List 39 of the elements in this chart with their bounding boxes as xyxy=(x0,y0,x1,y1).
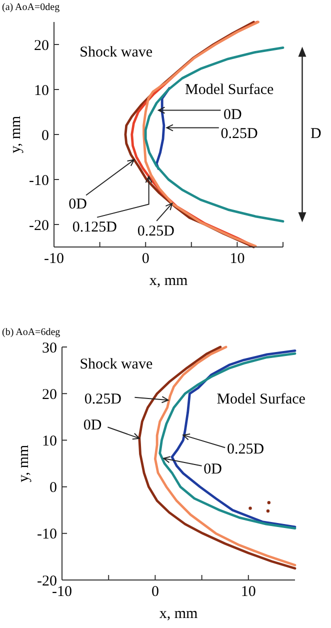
y-tick-label: -10 xyxy=(37,526,57,543)
x-tick-label: 10 xyxy=(230,251,245,267)
y-tick-label: 20 xyxy=(42,386,57,403)
x-axis-title: x, mm xyxy=(149,273,188,289)
chart-title: (b) AoA=6deg xyxy=(2,327,60,338)
annotation: Model Surface xyxy=(216,391,306,408)
x-tick-label: 0 xyxy=(142,251,150,267)
point xyxy=(266,509,270,513)
annotation: Model Surface xyxy=(184,82,274,98)
text: D xyxy=(310,126,322,142)
annotation: 0.25D xyxy=(220,126,258,142)
annotation: 0.25D xyxy=(226,442,264,458)
y-tick-label: -20 xyxy=(37,573,57,590)
point xyxy=(248,506,252,510)
y-tick-label: -20 xyxy=(29,218,49,234)
annotation: 0.25D xyxy=(84,391,122,408)
x-tick-label: 0 xyxy=(151,584,159,600)
annotation: 0.125D xyxy=(72,220,118,236)
x-tick-label: 10 xyxy=(240,584,256,600)
line-series xyxy=(155,86,171,170)
y-tick-label: 20 xyxy=(34,38,49,54)
point xyxy=(267,501,271,504)
annotation: 0D xyxy=(223,107,242,124)
annotation: 0D xyxy=(204,461,222,478)
annotation: 0D xyxy=(83,417,102,434)
y-tick-label: 10 xyxy=(42,433,57,450)
y-tick-label: 30 xyxy=(42,340,57,356)
y-tick-label: 10 xyxy=(34,82,49,99)
y-axis-title: y, mm xyxy=(16,444,32,482)
annotation: 0D xyxy=(68,196,88,212)
y-tick-label: 0 xyxy=(50,480,57,496)
annotation: Shock wave xyxy=(80,356,153,372)
chart-title: (a) AoA=0deg xyxy=(2,2,60,13)
y-tick-label: -10 xyxy=(29,172,49,189)
annotation: Shock wave xyxy=(80,44,153,61)
annotation: 0.25D xyxy=(137,223,175,240)
y-tick-label: 0 xyxy=(42,128,49,144)
x-axis-title: x, mm xyxy=(159,606,198,622)
y-axis-title: y, mm xyxy=(8,115,24,154)
